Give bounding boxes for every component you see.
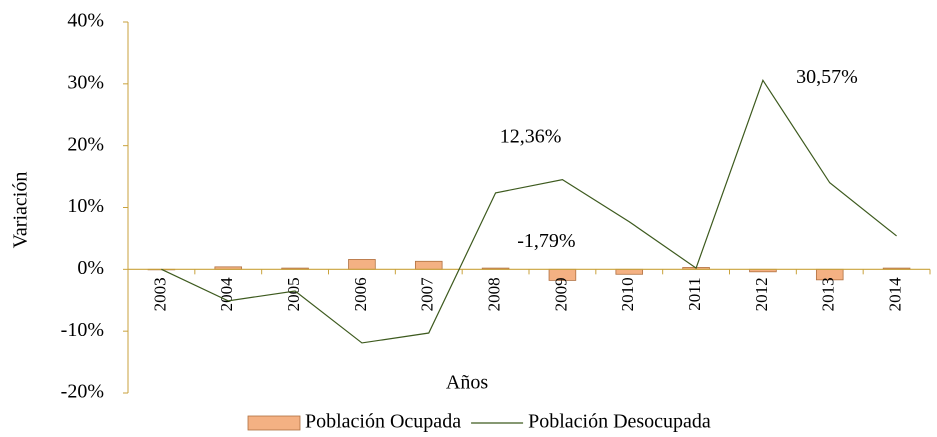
data-label: -1,79% — [517, 230, 575, 252]
x-tick-label: 2010 — [618, 277, 637, 311]
x-tick-label: 2007 — [418, 277, 437, 312]
legend-swatch — [247, 415, 301, 431]
y-tick-label: 0% — [77, 257, 104, 279]
x-tick-label: 2005 — [284, 277, 303, 311]
x-tick-label: 2003 — [150, 277, 169, 311]
x-tick-label: 2013 — [819, 277, 838, 311]
x-tick-label: 2011 — [685, 277, 704, 310]
y-tick-label: 40% — [67, 10, 104, 32]
x-tick-label: 2008 — [484, 277, 503, 311]
x-tick-label: 2004 — [217, 277, 236, 312]
x-tick-label: 2014 — [885, 277, 904, 312]
y-tick-label: -20% — [61, 381, 104, 403]
x-tick-label: 2006 — [351, 277, 370, 311]
y-tick-label: -10% — [61, 319, 104, 341]
bar — [615, 268, 644, 275]
y-axis-label: Variación — [10, 172, 32, 249]
bar — [348, 259, 376, 270]
x-axis-label: Años — [446, 372, 488, 394]
line — [161, 78, 897, 344]
x-tick-label: 2012 — [752, 277, 771, 311]
data-label: 12,36% — [500, 126, 562, 148]
legend-label: Población Ocupada — [305, 411, 461, 433]
y-tick-label: 10% — [67, 195, 104, 217]
y-tick-label: 30% — [67, 71, 104, 93]
legend-label: Población Desocupada — [528, 411, 711, 433]
data-label: 30,57% — [796, 66, 858, 88]
bar — [414, 260, 443, 270]
y-tick-label: 20% — [67, 133, 104, 155]
x-tick-label: 2009 — [551, 277, 570, 311]
